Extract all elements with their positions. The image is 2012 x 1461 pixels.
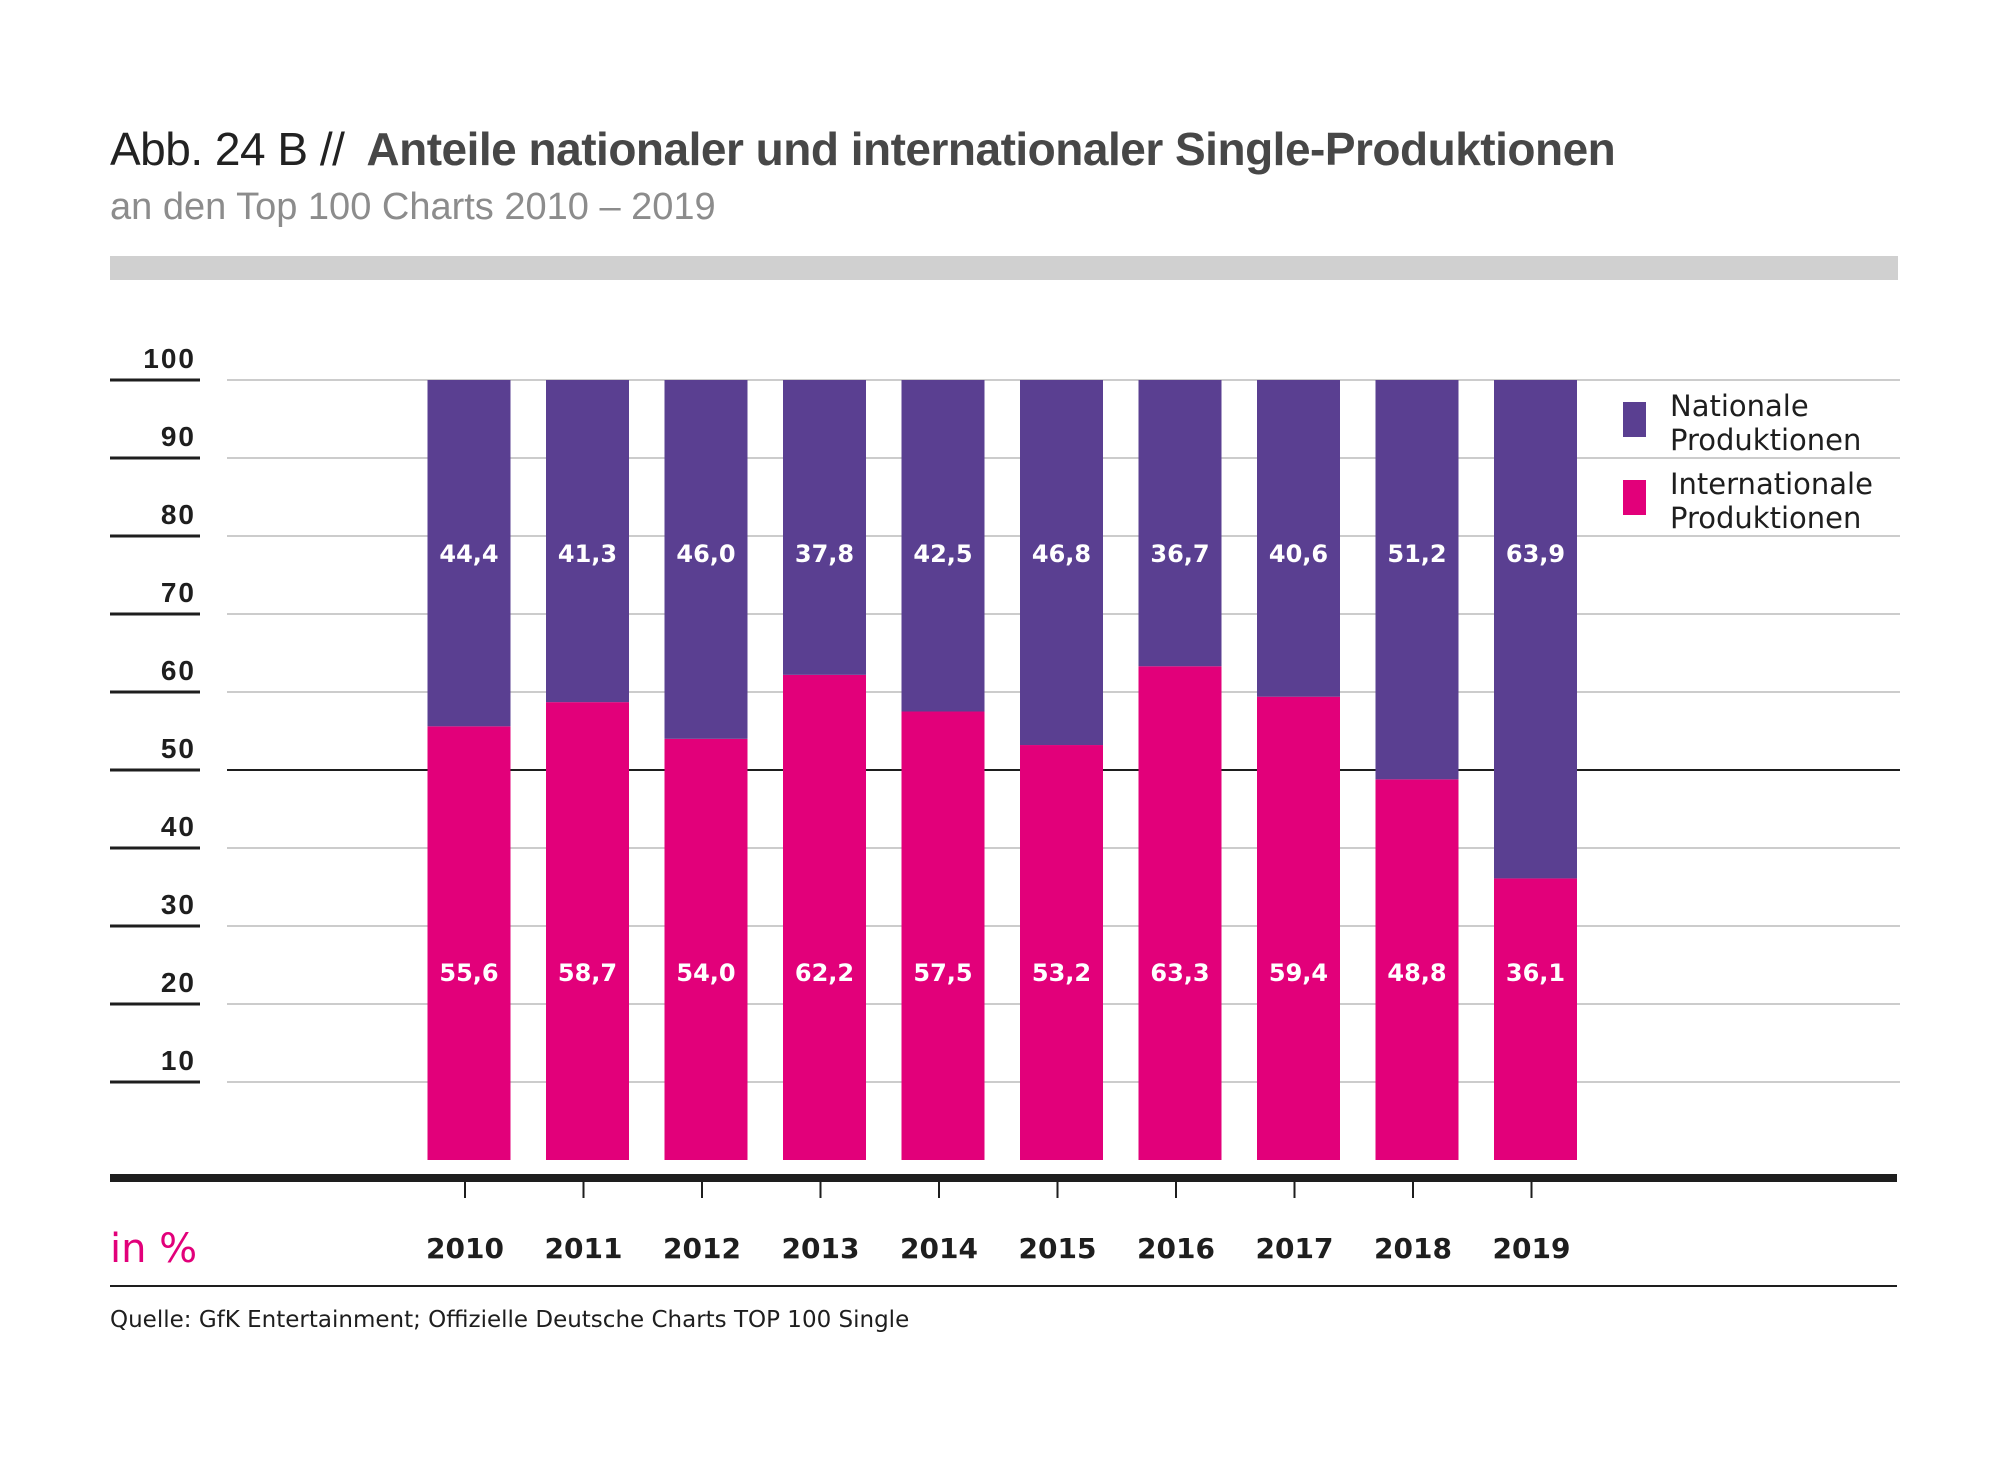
bar-national-2010 [427, 380, 511, 727]
x-tick-label: 2015 [1019, 1232, 1097, 1265]
bar-international-2018 [1375, 779, 1459, 1160]
bar-national-2012 [664, 380, 748, 739]
title-text: Anteile nationaler und internationaler S… [366, 123, 1616, 175]
value-label-international: 48,8 [1387, 959, 1446, 987]
x-tick-label: 2018 [1374, 1232, 1452, 1265]
bars: 55,6 44,4 58,7 41,3 54,0 46,0 62,2 37,8 57,5 42,5… [427, 380, 1577, 1160]
value-label-international: 53,2 [1032, 959, 1091, 987]
value-label-international: 36,1 [1506, 959, 1565, 987]
value-label-international: 54,0 [676, 959, 735, 987]
value-label-international: 62,2 [795, 959, 854, 987]
bar-national-2019 [1494, 380, 1577, 879]
x-tick-label: 2016 [1137, 1232, 1215, 1265]
value-label-national: 51,2 [1387, 540, 1446, 568]
bar-national-2015 [1020, 380, 1103, 746]
y-tick-label: 70 [161, 577, 196, 608]
bar-international-2012 [664, 738, 748, 1160]
bar-national-2011 [546, 380, 629, 703]
value-label-national: 44,4 [439, 540, 498, 568]
bar-international-2013 [783, 674, 866, 1160]
value-label-national: 42,5 [913, 540, 972, 568]
bar-international-2011 [546, 702, 629, 1160]
x-axis: 2010 2011 2012 2013 2014 2015 2016 2017 2018 2019 [110, 1174, 1897, 1265]
x-tick-label: 2010 [426, 1232, 504, 1265]
x-tick-label: 2019 [1493, 1232, 1571, 1265]
value-label-international: 58,7 [558, 959, 617, 987]
legend-label-international: Internationale [1670, 467, 1873, 501]
y-tick-label: 30 [161, 889, 196, 920]
y-tick-label: 40 [161, 811, 196, 842]
legend-label-international: Produktionen [1670, 501, 1861, 535]
bar-national-2016 [1138, 380, 1222, 667]
bar-international-2010 [427, 726, 511, 1160]
value-label-international: 55,6 [439, 959, 498, 987]
x-tick-label: 2017 [1256, 1232, 1334, 1265]
y-tick-label: 60 [161, 655, 196, 686]
bar-international-2016 [1138, 666, 1222, 1160]
value-label-national: 46,0 [676, 540, 735, 568]
bar-international-2014 [901, 711, 985, 1160]
value-label-international: 57,5 [913, 959, 972, 987]
value-label-international: 63,3 [1150, 959, 1209, 987]
x-tick-label: 2012 [663, 1232, 741, 1265]
bar-national-2018 [1375, 380, 1459, 780]
value-label-national: 63,9 [1506, 540, 1565, 568]
bar-national-2017 [1257, 380, 1340, 697]
y-tick-label: 90 [161, 421, 196, 452]
source-note: Quelle: GfK Entertainment; Offizielle De… [110, 1307, 910, 1333]
legend-label-national: Nationale [1670, 389, 1809, 423]
y-tick-label: 10 [161, 1045, 196, 1076]
value-label-national: 41,3 [558, 540, 617, 568]
chart-subtitle: an den Top 100 Charts 2010 – 2019 [110, 186, 716, 228]
y-axis: 10 20 30 40 50 60 70 80 90 100 [110, 343, 200, 1084]
y-tick-label: 100 [143, 343, 196, 374]
header-divider-strip [110, 256, 1898, 280]
y-tick-label: 80 [161, 499, 196, 530]
legend: NationaleProduktionenInternationaleProdu… [1623, 389, 1873, 535]
bar-international-2015 [1020, 745, 1103, 1160]
unit-label: in % [110, 1226, 197, 1272]
value-label-national: 37,8 [795, 540, 854, 568]
bar-international-2017 [1257, 696, 1340, 1160]
y-tick-label: 20 [161, 967, 196, 998]
value-label-international: 59,4 [1269, 959, 1328, 987]
x-tick-label: 2014 [900, 1232, 978, 1265]
x-tick-label: 2013 [782, 1232, 860, 1265]
y-tick-label: 50 [161, 733, 196, 764]
value-label-national: 36,7 [1150, 540, 1209, 568]
legend-label-national: Produktionen [1670, 423, 1861, 457]
bar-national-2014 [901, 380, 985, 712]
chart-title: Abb. 24 B // Anteile nationaler und inter… [110, 122, 1616, 176]
bar-national-2013 [783, 380, 866, 675]
value-label-national: 40,6 [1269, 540, 1328, 568]
figure-number: Abb. 24 B // [110, 123, 345, 175]
value-label-national: 46,8 [1032, 540, 1091, 568]
bar-international-2019 [1494, 878, 1577, 1160]
legend-swatch-international [1623, 480, 1646, 515]
legend-swatch-national [1623, 402, 1646, 437]
x-tick-label: 2011 [545, 1232, 623, 1265]
